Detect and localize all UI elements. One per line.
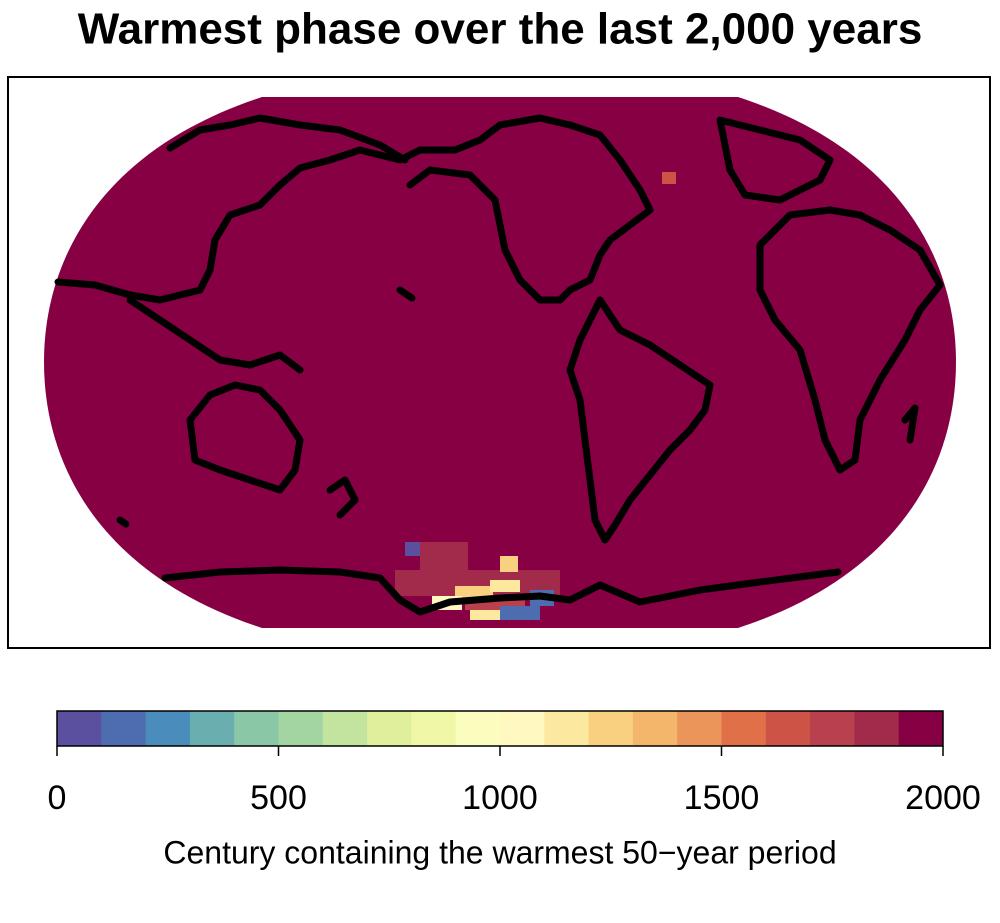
colorbar-segment [367, 711, 412, 746]
colorbar-tick-label: 1500 [684, 779, 760, 817]
coastlines [54, 114, 944, 616]
colorbar [57, 711, 944, 746]
colorbar-tick-label: 0 [48, 779, 67, 817]
colorbar-segment [57, 711, 102, 746]
colorbar-segment [898, 711, 944, 746]
colorbar-segment [854, 711, 900, 746]
colorbar-segment [765, 711, 811, 746]
colorbar-segment [278, 711, 324, 746]
colorbar-segment [145, 711, 191, 746]
colorbar-segment [455, 711, 501, 746]
colorbar-segment [189, 711, 235, 746]
colorbar-segment [101, 711, 147, 746]
colorbar-segment [721, 711, 767, 746]
colorbar-segment [544, 711, 590, 746]
colorbar-segment [234, 711, 279, 746]
colorbar-segment [322, 711, 368, 746]
colorbar-segment [632, 711, 678, 746]
colorbar-segment [500, 711, 545, 746]
title: Warmest phase over the last 2,000 years [78, 5, 923, 54]
map-globe [44, 97, 956, 628]
colorbar-label: Century containing the warmest 50−year p… [163, 834, 836, 870]
colorbar-segment [677, 711, 722, 746]
colorbar-segment [411, 711, 457, 746]
colorbar-tick-label: 500 [250, 779, 307, 817]
colorbar-tick-label: 2000 [905, 779, 981, 817]
colorbar-segment [588, 711, 634, 746]
colorbar-segment [810, 711, 855, 746]
colorbar-tick-label: 1000 [462, 779, 538, 817]
